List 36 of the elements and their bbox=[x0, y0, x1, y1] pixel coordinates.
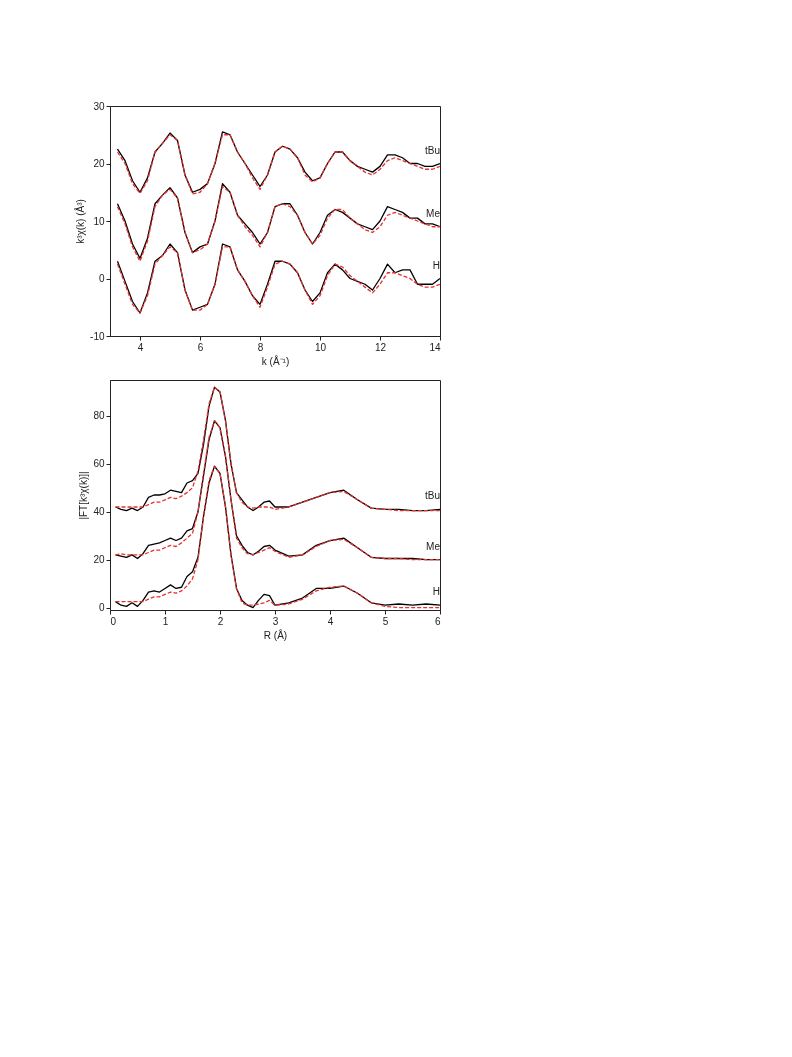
x-axis-title: k (Å⁻¹) bbox=[261, 354, 290, 367]
x-tick-label: 3 bbox=[272, 615, 279, 627]
y-tick-label: 40 bbox=[93, 506, 105, 518]
x-tick-label: 2 bbox=[217, 615, 224, 627]
x-tick-label: 6 bbox=[197, 341, 204, 353]
y-tick-label: 30 bbox=[93, 100, 105, 112]
line-series bbox=[114, 386, 440, 512]
y-axis-title: k³χ(k) (Å³) bbox=[74, 199, 87, 244]
series-label: H bbox=[432, 259, 440, 271]
y-axis-title: |FT[k³χ(k)]| bbox=[78, 471, 90, 520]
x-tick-label: 4 bbox=[327, 615, 334, 627]
line-series bbox=[114, 420, 440, 561]
y-tick-label: 0 bbox=[98, 273, 105, 284]
series-label: Me bbox=[426, 207, 441, 219]
series-label: H bbox=[432, 586, 440, 598]
x-tick-label: 12 bbox=[374, 341, 387, 353]
x-tick-label: 6 bbox=[434, 615, 441, 627]
y-tick-label: 0 bbox=[98, 602, 105, 614]
x-tick-label: 5 bbox=[382, 615, 389, 627]
x-tick-label: 8 bbox=[257, 341, 264, 353]
y-tick-label: 20 bbox=[93, 158, 105, 169]
series-label: tBu bbox=[424, 490, 440, 502]
series-label: Me bbox=[426, 540, 441, 552]
x-axis-title: R (Å) bbox=[263, 628, 288, 641]
x-tick-label: 4 bbox=[137, 341, 144, 353]
x-tick-label: 14 bbox=[429, 341, 441, 353]
y-tick-label: 10 bbox=[93, 215, 105, 227]
y-tick-label: 20 bbox=[93, 554, 105, 566]
y-tick-label: -10 bbox=[90, 330, 105, 342]
line-series bbox=[114, 465, 440, 609]
y-tick-label: 60 bbox=[93, 458, 105, 470]
series-label: tBu bbox=[424, 144, 440, 156]
y-tick-label: 80 bbox=[93, 410, 105, 422]
x-tick-label: 0 bbox=[110, 615, 117, 627]
x-tick-label: 10 bbox=[314, 341, 327, 353]
x-tick-label: 1 bbox=[162, 615, 169, 627]
